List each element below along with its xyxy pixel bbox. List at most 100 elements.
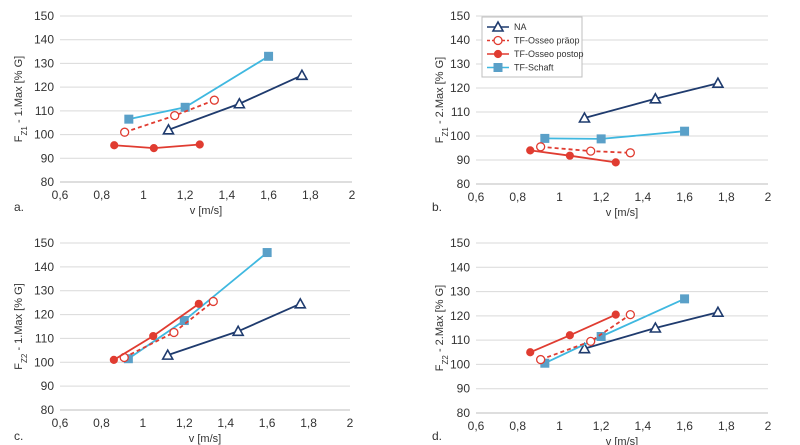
data-point	[209, 95, 219, 105]
y-tick-label: 150	[34, 9, 54, 23]
data-point	[180, 102, 190, 112]
y-tick-label: 100	[450, 129, 470, 143]
data-point	[536, 354, 546, 365]
data-point	[170, 110, 180, 121]
y-tick-label: 90	[41, 379, 55, 393]
y-tick-label: 110	[451, 333, 470, 347]
series-line	[544, 298, 685, 365]
y-axis-label: FZ1 - 2.Max [% G]	[434, 57, 450, 143]
data-point	[578, 341, 591, 354]
chart-panel: 80 90 100 110 120 130 140 150 0,6 0,8 1 1,2 1,4 1,6 1,…	[432, 9, 772, 219]
x-axis-label: v [m/s]	[189, 433, 221, 445]
data-point	[526, 146, 535, 155]
y-tick-label: 140	[34, 33, 54, 47]
data-point	[169, 327, 179, 338]
data-point	[625, 309, 635, 320]
series-line	[540, 313, 631, 361]
y-tick-label: 130	[34, 56, 54, 70]
x-tick-label: 1	[140, 188, 147, 202]
data-point	[124, 114, 134, 124]
panel-label: c.	[14, 429, 23, 443]
data-point	[625, 148, 635, 158]
y-tick-label: 120	[450, 309, 470, 323]
data-point	[120, 127, 130, 137]
x-axis-label: v [m/s]	[190, 205, 222, 217]
x-tick-label: 2	[349, 188, 356, 202]
y-tick-label: 130	[450, 285, 470, 299]
y-tick-label: 130	[450, 57, 470, 71]
data-point	[586, 336, 596, 347]
x-tick-label: 0,6	[468, 190, 485, 204]
x-tick-label: 1,2	[593, 419, 610, 433]
series-line	[168, 74, 303, 131]
y-tick-label: 100	[450, 357, 470, 371]
x-axis-label: v [m/s]	[606, 436, 638, 445]
data-point	[578, 111, 591, 123]
data-point	[565, 331, 574, 340]
x-tick-label: 0,8	[93, 416, 110, 430]
y-tick-label: 100	[34, 355, 54, 369]
data-point	[208, 296, 218, 307]
legend-entry: TF-Osseo präop	[514, 36, 580, 46]
legend-marker	[493, 35, 503, 46]
y-tick-label: 140	[450, 260, 470, 274]
data-point	[536, 142, 546, 152]
panel-label: a.	[14, 200, 24, 214]
data-point	[295, 68, 309, 81]
x-tick-label: 2	[765, 419, 772, 433]
x-tick-label: 1,8	[718, 190, 735, 204]
data-point	[596, 134, 606, 144]
y-tick-label: 140	[450, 33, 470, 47]
series-line	[540, 145, 631, 154]
x-tick-label: 1,6	[259, 416, 276, 430]
y-tick-label: 150	[450, 236, 470, 250]
chart-panel: 80 90 100 110 120 130 140 150 0,6 0,8 1 1,2 1,4 1,6 1,…	[13, 9, 356, 217]
data-point	[649, 92, 662, 104]
series-line	[113, 303, 200, 361]
series-line	[128, 55, 270, 121]
data-point	[711, 76, 725, 88]
x-tick-label: 1,6	[676, 190, 693, 204]
data-point	[162, 123, 175, 135]
y-tick-label: 110	[451, 105, 470, 119]
x-tick-label: 1,8	[718, 419, 735, 433]
y-tick-label: 150	[450, 9, 470, 23]
x-tick-label: 1,2	[176, 416, 193, 430]
data-point	[264, 51, 274, 61]
y-axis-label: FZ2 - 1.Max [% G]	[13, 283, 29, 369]
y-tick-label: 90	[457, 382, 471, 396]
data-point	[596, 332, 606, 341]
x-tick-label: 1,2	[177, 188, 194, 202]
data-point	[179, 316, 189, 326]
x-tick-label: 2	[765, 190, 772, 204]
x-tick-label: 0,6	[468, 419, 485, 433]
data-point	[586, 146, 596, 156]
x-tick-label: 1	[556, 419, 563, 433]
y-tick-label: 110	[35, 104, 54, 118]
data-point	[233, 97, 246, 109]
panel-label: b.	[432, 200, 442, 214]
x-tick-label: 1,4	[217, 416, 234, 430]
legend-marker	[493, 49, 503, 59]
x-tick-label: 1,8	[300, 416, 317, 430]
chart-panel: 80 90 100 110 120 130 140 150 0,6 0,8 1 1,2 1,4 1,6 1,…	[432, 236, 772, 445]
x-tick-label: 1,4	[635, 190, 652, 204]
y-axis-label: FZ1 - 1.Max [% G]	[13, 56, 29, 142]
x-tick-label: 1	[556, 190, 563, 204]
y-tick-label: 110	[35, 331, 54, 345]
x-tick-label: 1,8	[302, 188, 319, 202]
data-point	[611, 158, 620, 167]
data-point	[711, 305, 725, 318]
x-tick-label: 2	[347, 416, 354, 430]
data-point	[649, 321, 662, 333]
data-point	[149, 331, 158, 341]
x-tick-label: 1,6	[260, 188, 277, 202]
y-tick-label: 80	[457, 406, 471, 420]
data-point	[611, 310, 620, 319]
x-tick-label: 1,2	[593, 190, 610, 204]
x-tick-label: 0,6	[52, 188, 69, 202]
y-tick-label: 120	[34, 308, 54, 322]
data-point	[194, 299, 203, 308]
legend-entry: TF-Schaft	[514, 63, 554, 73]
